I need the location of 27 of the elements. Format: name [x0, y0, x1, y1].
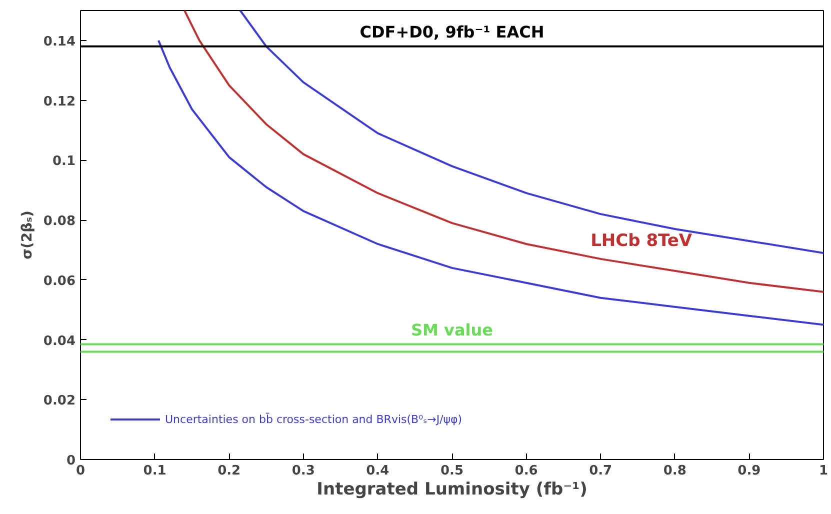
series-label: LHCb 8TeV — [590, 230, 693, 251]
x-tick-label: 0.6 — [514, 464, 538, 478]
line-series — [239, 10, 824, 254]
y-tick-label: 0.14 — [43, 34, 76, 50]
x-tick-label: 0.5 — [440, 464, 464, 478]
y-tick-label: 0.06 — [43, 274, 76, 289]
line-series — [184, 10, 824, 293]
x-tick-label: 0.8 — [663, 464, 686, 478]
y-tick-label: 0.12 — [43, 94, 76, 110]
ref-line-label: CDF+D0, 9fb⁻¹ EACH — [360, 22, 544, 42]
y-axis-title: σ(2βₛ) — [19, 210, 36, 260]
y-tick-label: 0.02 — [43, 394, 76, 409]
x-tick-label: 0.9 — [738, 464, 761, 478]
y-tick-label: 0 — [66, 454, 76, 468]
x-tick-label: 0.7 — [589, 464, 612, 478]
x-tick-label: 0 — [76, 464, 86, 478]
y-tick-label: 0.08 — [43, 214, 76, 230]
x-axis-title: Integrated Luminosity (fb⁻¹) — [316, 480, 588, 500]
x-tick-label: 0.2 — [218, 464, 241, 478]
legend-label: Uncertainties on bb̄ cross-section and BRvis(B⁰ₛ→J/ψφ) — [165, 412, 462, 426]
x-tick-label: 0.4 — [366, 464, 390, 478]
y-tick-label: 0.1 — [52, 154, 76, 170]
y-tick-label: 0.04 — [43, 334, 76, 349]
x-tick-label: 1 — [818, 464, 828, 478]
ref-line-label: SM value — [411, 320, 494, 340]
x-tick-label: 0.1 — [143, 464, 166, 478]
x-tick-label: 0.3 — [292, 464, 315, 478]
